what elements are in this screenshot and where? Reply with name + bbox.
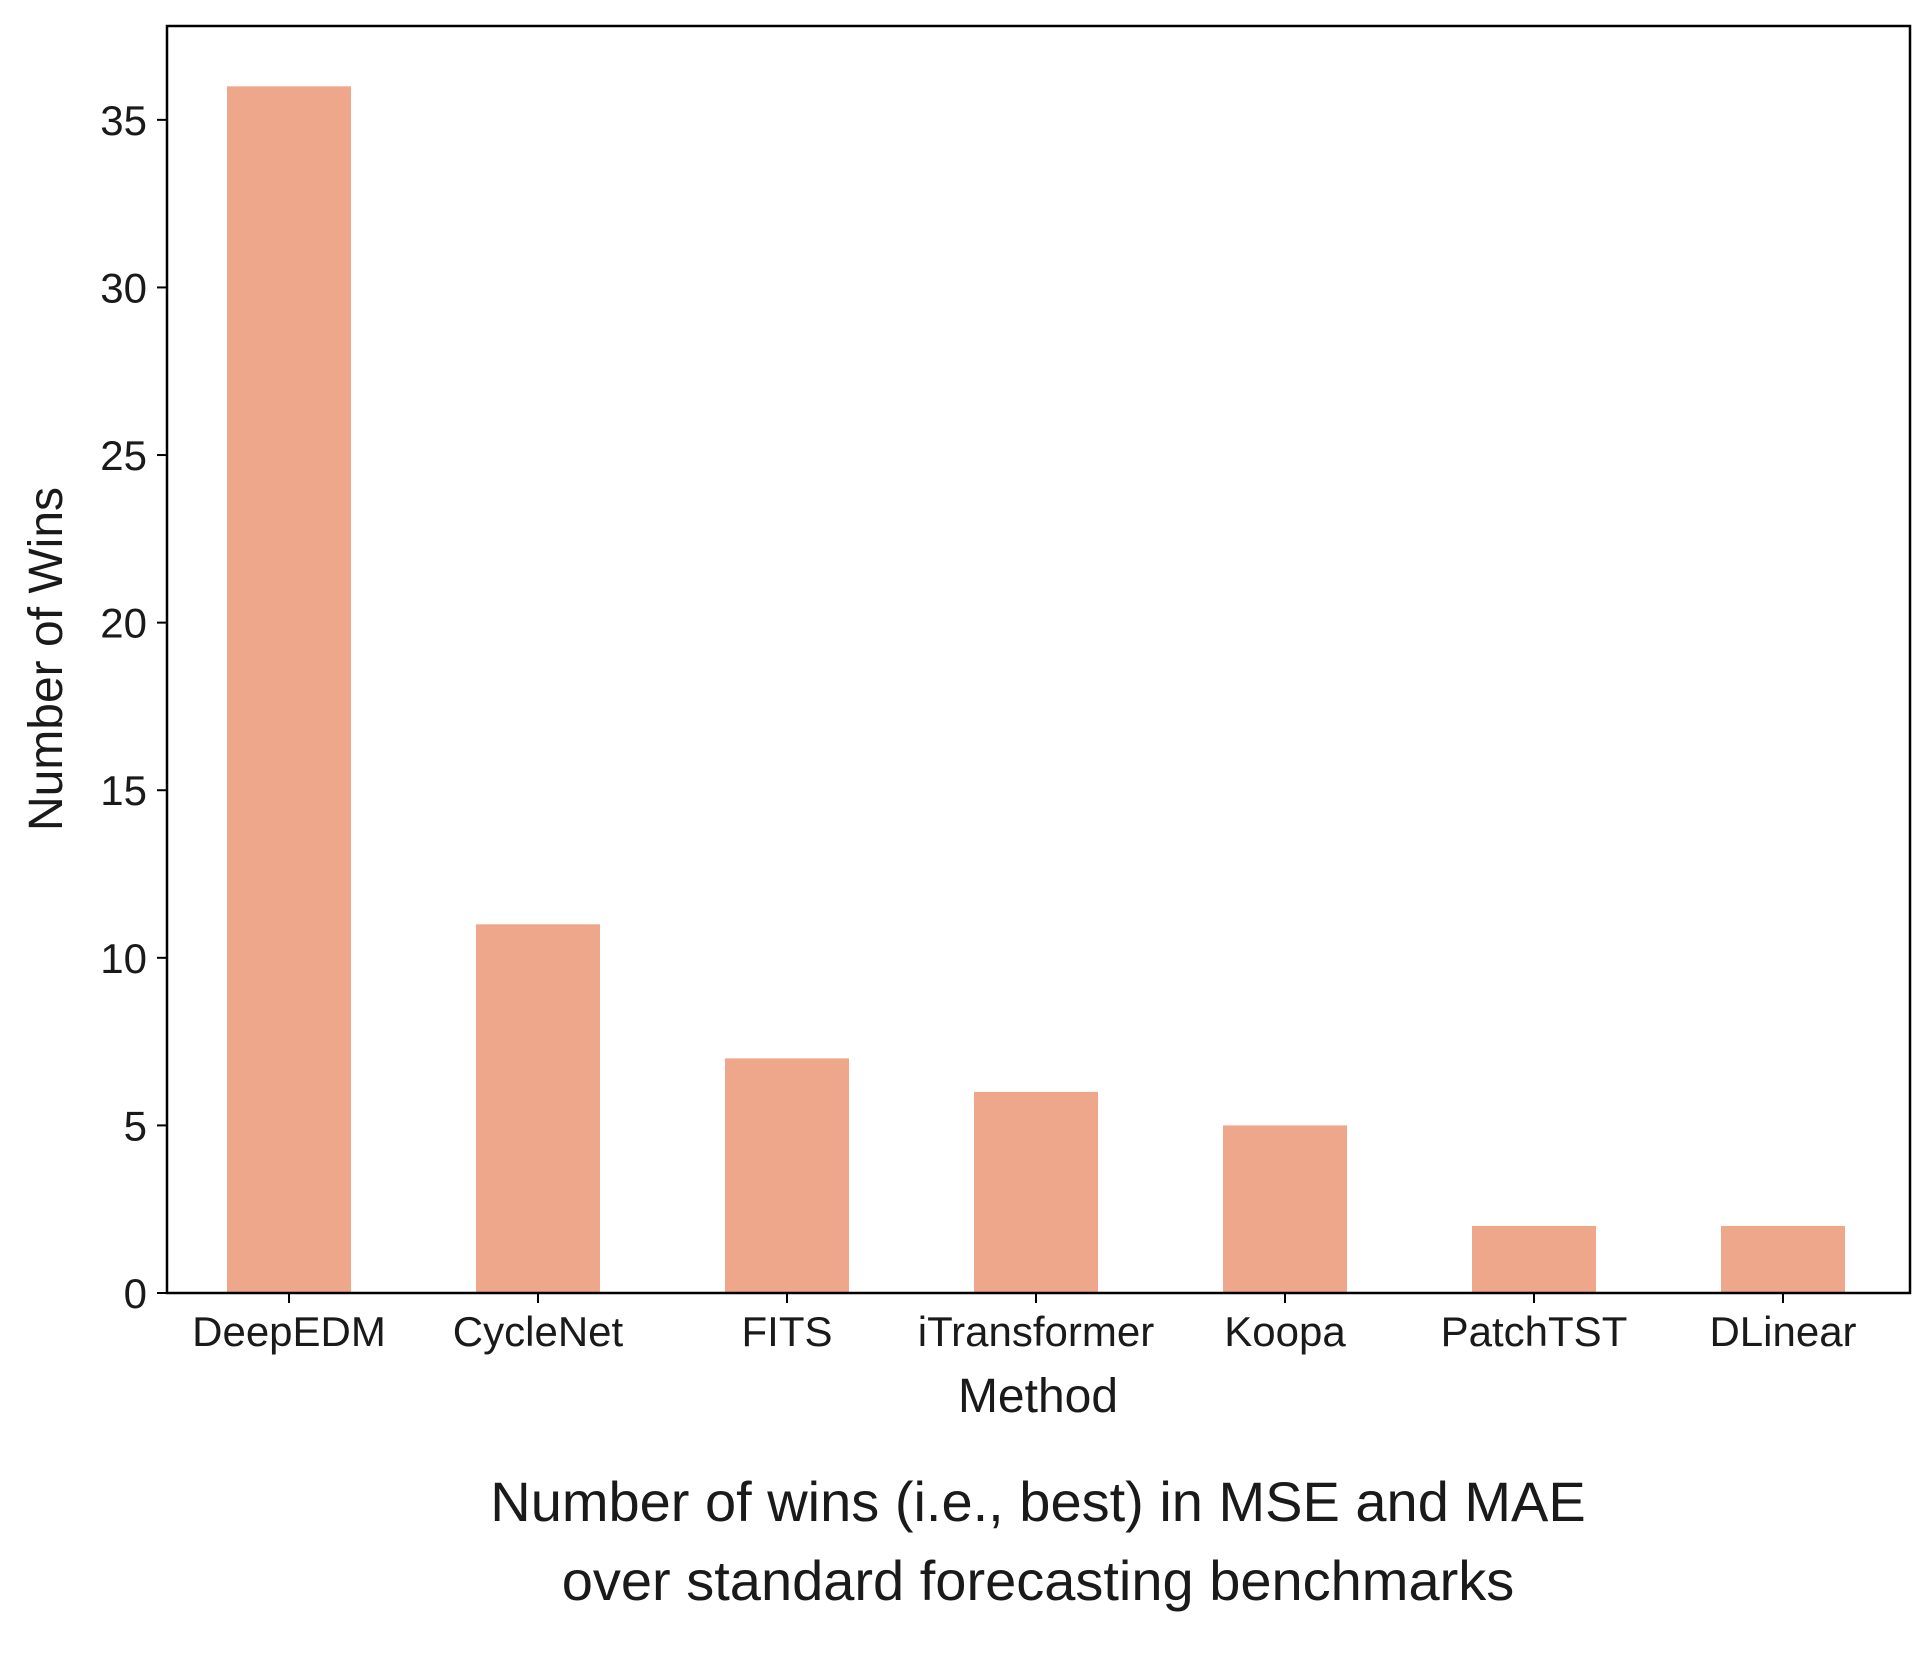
chart-caption-line-2: over standard forecasting benchmarks bbox=[562, 1549, 1515, 1612]
bar-deepedm bbox=[227, 86, 351, 1293]
x-tick-label: Koopa bbox=[1224, 1308, 1346, 1355]
bar-cyclenet bbox=[476, 924, 600, 1293]
y-axis-label: Number of Wins bbox=[20, 487, 73, 831]
x-tick-label: PatchTST bbox=[1441, 1308, 1628, 1355]
x-tick-label: DeepEDM bbox=[192, 1308, 386, 1355]
x-axis: DeepEDM CycleNet FITS iTransformer Koopa Patc… bbox=[192, 1293, 1857, 1355]
bar-patchtst bbox=[1472, 1225, 1596, 1293]
y-tick-label: 10 bbox=[100, 935, 147, 982]
x-tick-label: DLinear bbox=[1709, 1308, 1856, 1355]
x-axis-label: Method bbox=[958, 1370, 1118, 1423]
y-tick-label: 15 bbox=[100, 767, 147, 814]
y-tick-label: 20 bbox=[100, 600, 147, 647]
x-tick-label: FITS bbox=[742, 1308, 833, 1355]
x-tick-label: iTransformer bbox=[918, 1308, 1154, 1355]
y-tick-label: 30 bbox=[100, 264, 147, 311]
bar-fits bbox=[725, 1058, 849, 1293]
bar-itransformer bbox=[974, 1091, 1098, 1293]
y-tick-label: 5 bbox=[124, 1102, 147, 1149]
bar-koopa bbox=[1223, 1125, 1347, 1293]
y-tick-label: 25 bbox=[100, 432, 147, 479]
bar-dlinear bbox=[1721, 1225, 1845, 1293]
y-tick-label: 0 bbox=[124, 1270, 147, 1317]
plot-frame bbox=[165, 24, 1912, 1295]
chart-caption-line-1: Number of wins (i.e., best) in MSE and M… bbox=[490, 1470, 1586, 1533]
bars-layer bbox=[227, 86, 1845, 1293]
x-tick-label: CycleNet bbox=[453, 1308, 624, 1355]
y-tick-label: 35 bbox=[100, 97, 147, 144]
y-axis: 0 5 10 15 20 25 30 35 bbox=[100, 97, 167, 1317]
